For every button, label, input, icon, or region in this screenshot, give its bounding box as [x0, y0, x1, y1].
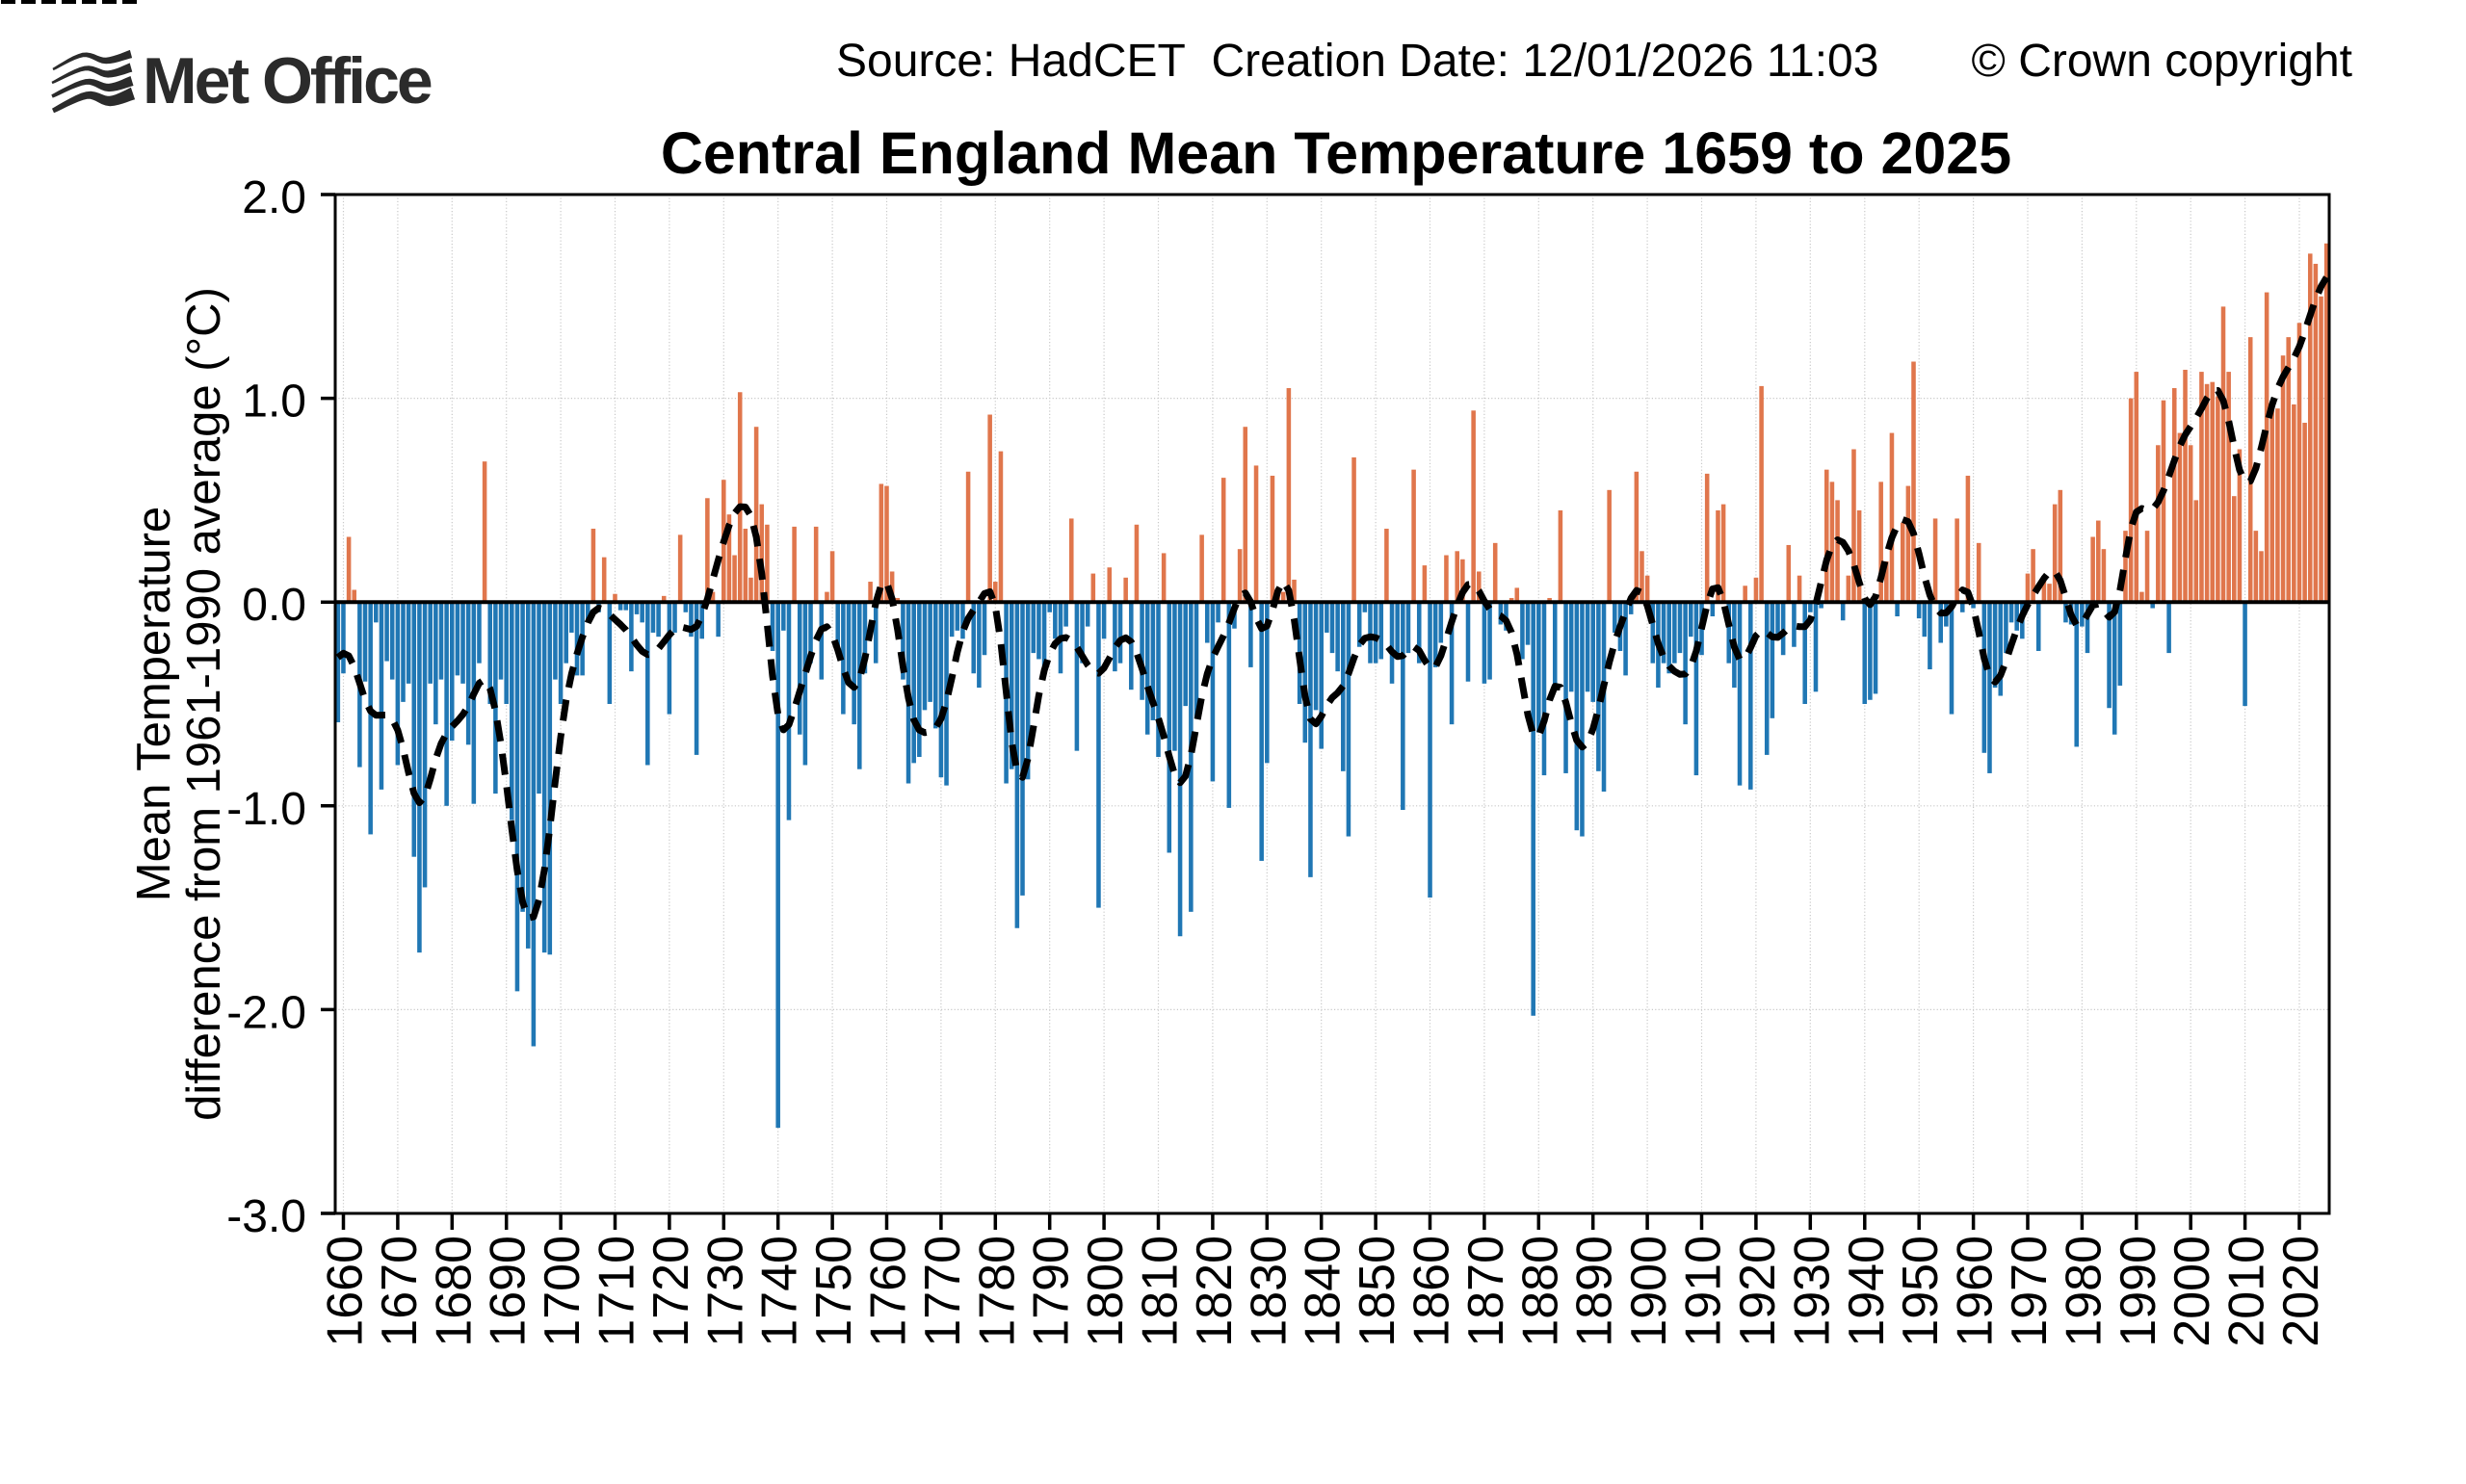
svg-text:1990: 1990 — [2111, 1236, 2166, 1347]
svg-text:1780: 1780 — [969, 1236, 1025, 1347]
svg-text:-3.0: -3.0 — [226, 1191, 306, 1242]
svg-text:1900: 1900 — [1621, 1236, 1677, 1347]
svg-text:1760: 1760 — [861, 1236, 917, 1347]
svg-text:1840: 1840 — [1296, 1236, 1351, 1347]
svg-text:1880: 1880 — [1512, 1236, 1568, 1347]
svg-text:1980: 1980 — [2056, 1236, 2112, 1347]
svg-text:1860: 1860 — [1404, 1236, 1460, 1347]
svg-text:1970: 1970 — [2002, 1236, 2058, 1347]
svg-text:Central England Mean Temperatu: Central England Mean Temperature 1659 to… — [661, 120, 2011, 186]
svg-text:0.0: 0.0 — [242, 580, 306, 631]
svg-text:1680: 1680 — [426, 1236, 482, 1347]
svg-text:-2.0: -2.0 — [226, 987, 306, 1038]
svg-text:2.0: 2.0 — [242, 172, 306, 223]
svg-text:1920: 1920 — [1730, 1236, 1786, 1347]
svg-text:Mean Temperature: Mean Temperature — [128, 507, 180, 901]
svg-text:2000: 2000 — [2164, 1236, 2220, 1347]
svg-text:1830: 1830 — [1241, 1236, 1297, 1347]
svg-text:1910: 1910 — [1676, 1236, 1732, 1347]
svg-text:1890: 1890 — [1567, 1236, 1623, 1347]
svg-text:1700: 1700 — [535, 1236, 590, 1347]
svg-text:2020: 2020 — [2273, 1236, 2329, 1347]
svg-text:1960: 1960 — [1948, 1236, 2004, 1347]
svg-text:1750: 1750 — [806, 1236, 862, 1347]
svg-text:© Crown copyright: © Crown copyright — [1971, 36, 2352, 87]
svg-text:1820: 1820 — [1187, 1236, 1243, 1347]
svg-text:1810: 1810 — [1133, 1236, 1189, 1347]
svg-text:Met Office: Met Office — [143, 44, 432, 117]
svg-text:Source: HadCET Creation Date:: Source: HadCET Creation Date: 12/01/2026… — [836, 36, 1878, 87]
svg-text:-1.0: -1.0 — [226, 784, 306, 835]
svg-text:1690: 1690 — [481, 1236, 537, 1347]
svg-text:1720: 1720 — [643, 1236, 699, 1347]
svg-text:1710: 1710 — [590, 1236, 645, 1347]
svg-text:1660: 1660 — [318, 1236, 374, 1347]
svg-text:1790: 1790 — [1024, 1236, 1080, 1347]
svg-text:1.0: 1.0 — [242, 377, 306, 428]
svg-text:1730: 1730 — [697, 1236, 753, 1347]
svg-text:2010: 2010 — [2219, 1236, 2275, 1347]
svg-text:1800: 1800 — [1078, 1236, 1134, 1347]
svg-text:difference from 1961-1990 aver: difference from 1961-1990 average (°C) — [178, 287, 230, 1121]
svg-text:1850: 1850 — [1350, 1236, 1405, 1347]
svg-text:1770: 1770 — [915, 1236, 971, 1347]
svg-text:1870: 1870 — [1458, 1236, 1514, 1347]
svg-text:1950: 1950 — [1893, 1236, 1949, 1347]
svg-text:1930: 1930 — [1784, 1236, 1840, 1347]
svg-text:1740: 1740 — [752, 1236, 808, 1347]
svg-text:1940: 1940 — [1839, 1236, 1895, 1347]
svg-text:1670: 1670 — [372, 1236, 428, 1347]
